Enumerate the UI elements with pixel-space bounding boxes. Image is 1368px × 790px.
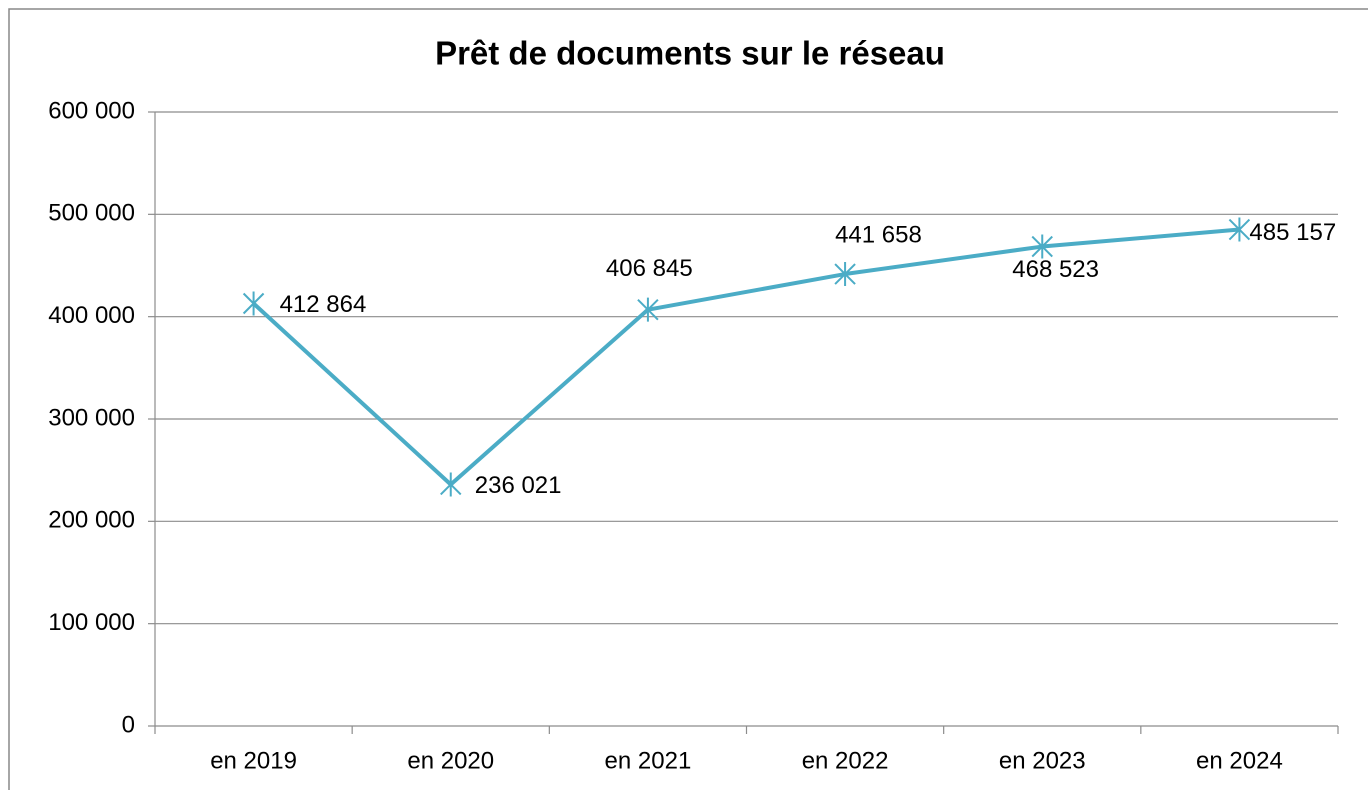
marker [440,472,462,497]
marker [834,262,856,287]
data-label: 406 845 [606,255,693,282]
y-tick-label: 0 [122,711,135,738]
data-label: 236 021 [475,472,562,499]
x-tick-label: en 2021 [605,747,692,774]
x-tick-label: en 2023 [999,747,1086,774]
x-tick-label: en 2020 [407,747,494,774]
line [252,227,1240,487]
y-tick-label: 100 000 [48,609,135,636]
x-tick-label: en 2024 [1196,747,1283,774]
chart-title: Prêt de documents sur le réseau [435,35,945,72]
marker [1228,217,1251,242]
data-label: 441 658 [835,221,922,248]
data-label: 412 864 [280,291,367,318]
data-label: 485 157 [1249,219,1336,246]
y-tick-label: 600 000 [48,97,135,124]
y-tick-label: 200 000 [48,507,135,534]
marker [1031,234,1053,259]
y-tick-label: 400 000 [48,302,135,329]
marker [242,291,265,316]
x-tick-label: en 2019 [210,747,297,774]
x-tick-label: en 2022 [802,747,889,774]
y-tick-label: 300 000 [48,404,135,431]
chart-frame [8,8,1368,790]
y-tick-label: 500 000 [48,200,135,227]
data-label: 468 523 [1012,256,1099,283]
marker [637,297,659,322]
